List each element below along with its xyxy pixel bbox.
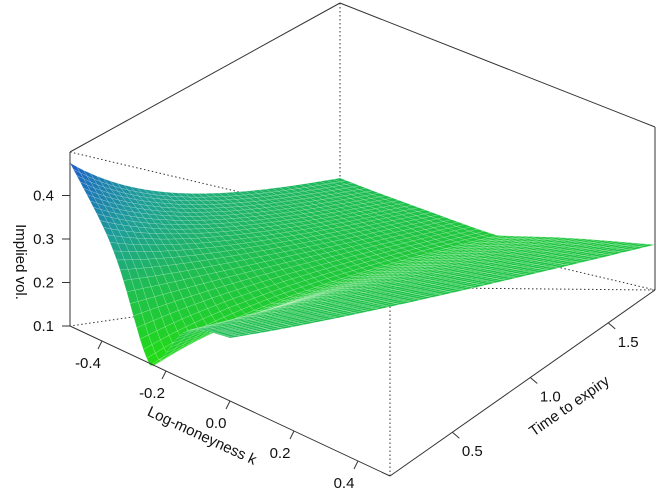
y-tick-label: 1.0 [540, 389, 561, 406]
y-tick-label: 1.5 [618, 334, 639, 351]
z-tick-label: 0.1 [33, 318, 54, 335]
surface-facet [300, 321, 316, 325]
axis-ticks: 0.1 0.2 0.3 0.4 -0.4 -0.2 0.0 0.2 0.4 0.5 1.0 1.5 [33, 188, 639, 492]
x-tick [353, 460, 359, 470]
z-axis-title: Implied vol. [12, 224, 29, 300]
surface-facet [416, 296, 432, 300]
surface-facet [595, 254, 613, 258]
surface-facet [289, 323, 305, 327]
y-tick [607, 322, 616, 330]
surface-facet [384, 303, 401, 308]
y-tick [529, 377, 538, 384]
box-front-edge [69, 2, 341, 153]
y-tick-label: 0.5 [462, 443, 483, 460]
z-tick-label: 0.4 [33, 188, 54, 205]
x-tick [97, 340, 103, 350]
x-tick [289, 430, 295, 440]
surface-facet [606, 251, 624, 256]
surface-facet [353, 310, 369, 314]
x-tick [225, 400, 231, 410]
x-tick-label: 0.2 [270, 445, 291, 462]
surface-facet [437, 291, 454, 296]
z-tick-label: 0.2 [33, 275, 54, 292]
surface-facet [479, 281, 496, 286]
x-axis-title: Log-moneyness k [145, 403, 260, 469]
surface-facet [616, 249, 634, 253]
surface-facet [395, 300, 411, 305]
box-front-edge [389, 289, 656, 477]
z-tick-label: 0.3 [33, 231, 54, 248]
y-tick [452, 431, 460, 439]
x-tick-label: -0.2 [139, 385, 165, 402]
y-axis-title: Time to expiry [526, 372, 613, 440]
surface-facet [237, 333, 252, 337]
x-tick-label: 0.0 [206, 415, 227, 432]
plot-box-front-edges [69, 2, 656, 477]
surface-facet [448, 289, 464, 293]
surface-facet [469, 284, 486, 288]
x-tick [161, 370, 167, 380]
surface-facet [226, 335, 241, 339]
surface-facet [426, 293, 443, 298]
volatility-surface [69, 162, 656, 366]
surface-facet [247, 331, 262, 335]
surface-facet [490, 279, 507, 283]
x-tick-label: -0.4 [75, 355, 101, 372]
x-tick-label: 0.4 [334, 475, 355, 492]
box-front-edge [339, 2, 656, 128]
